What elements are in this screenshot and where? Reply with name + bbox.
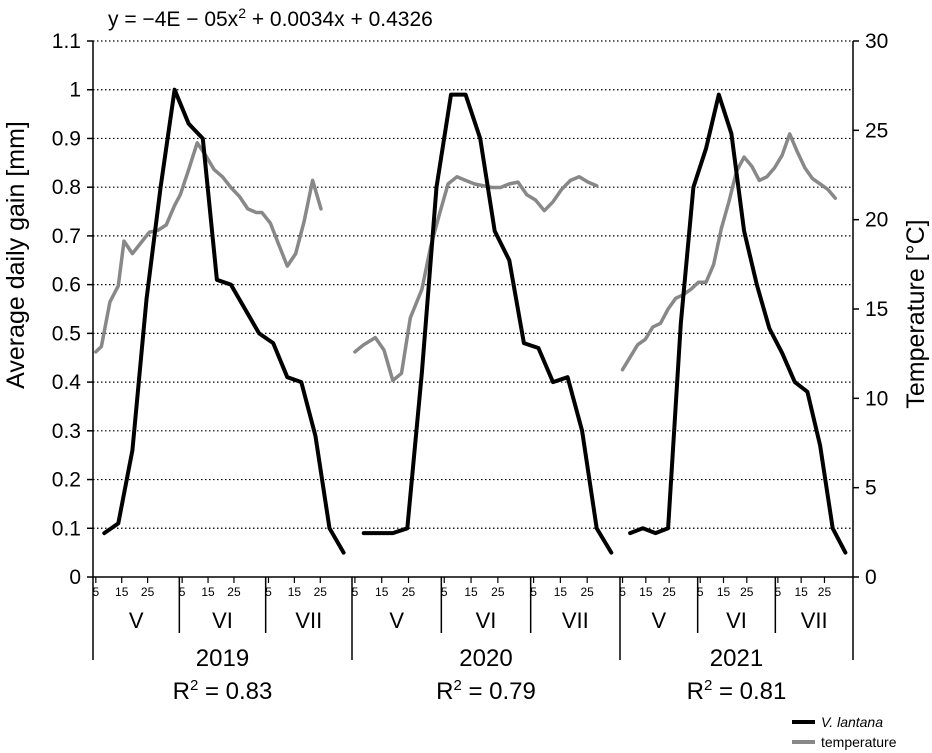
series-line-temperature-2020: [353, 175, 599, 383]
y-right-tick-label: 20: [865, 209, 888, 232]
day-tick-label: 25: [491, 585, 505, 599]
day-tick-label: 5: [352, 585, 359, 599]
day-tick-label: 5: [530, 585, 537, 599]
month-label: VI: [212, 608, 233, 633]
month-label: VII: [295, 608, 322, 633]
series-line-temperature-2019: [94, 141, 323, 354]
day-tick-label: 25: [227, 585, 241, 599]
day-tick-label: 15: [794, 585, 808, 599]
y-left-tick-label: 0.1: [52, 517, 81, 540]
day-tick-label: 5: [619, 585, 626, 599]
y-left-tick-label: 0.4: [52, 371, 82, 394]
y-left-tick-label: 0.5: [52, 322, 81, 345]
month-label: V: [129, 608, 144, 633]
day-tick-label: 5: [441, 585, 448, 599]
day-tick-label: 25: [314, 585, 328, 599]
regression-equation: y = −4E − 05x2 + 0.0034x + 0.4326: [108, 5, 433, 31]
legend: V. lantana temperature: [792, 714, 897, 750]
series-line-v-lantana-2019: [102, 87, 346, 555]
y-axis-left-title: Average daily gain [mm]: [2, 121, 30, 389]
day-tick-label: 15: [201, 585, 215, 599]
y-left-tick-label: 0.9: [52, 127, 81, 150]
year-label: 2021: [710, 645, 763, 672]
y-right-tick-label: 15: [865, 298, 888, 321]
series-line-v-lantana-2020: [361, 92, 614, 555]
year-label: 2020: [459, 645, 512, 672]
y-right-tick-label: 10: [865, 387, 888, 410]
day-tick-label: 5: [179, 585, 186, 599]
day-tick-label: 25: [662, 585, 676, 599]
axis-labels: 00.10.20.30.40.50.60.70.80.911.105101520…: [52, 30, 889, 705]
month-label: VII: [801, 608, 828, 633]
y-left-tick-label: 0.3: [52, 420, 81, 443]
month-label: VI: [726, 608, 747, 633]
y-right-tick-label: 5: [865, 477, 877, 500]
y-left-tick-label: 0.7: [52, 225, 81, 248]
y-left-tick-label: 1: [69, 79, 81, 102]
month-label: VI: [476, 608, 497, 633]
day-tick-label: 25: [740, 585, 754, 599]
y-left-tick-label: 0.8: [52, 176, 81, 199]
gridlines: [93, 40, 853, 529]
day-tick-label: 5: [92, 585, 99, 599]
day-tick-label: 15: [717, 585, 731, 599]
day-tick-label: 25: [818, 585, 832, 599]
day-tick-label: 15: [288, 585, 302, 599]
y-left-tick-label: 0.6: [52, 274, 81, 297]
month-label: V: [389, 608, 404, 633]
day-tick-label: 5: [265, 585, 272, 599]
axes: [87, 40, 859, 660]
y-right-tick-label: 0: [865, 566, 877, 589]
day-tick-label: 5: [775, 585, 782, 599]
r-squared-label: R2 = 0.81: [687, 677, 787, 705]
day-tick-label: 25: [402, 585, 416, 599]
legend-label-temperature: temperature: [821, 734, 897, 750]
series-line-v-lantana-2021: [628, 92, 848, 555]
r-squared-label: R2 = 0.79: [436, 677, 536, 705]
day-tick-label: 15: [375, 585, 389, 599]
y-left-tick-label: 0.2: [52, 469, 81, 492]
y-right-tick-label: 30: [865, 30, 888, 53]
day-tick-label: 15: [639, 585, 653, 599]
plot-series: [94, 87, 848, 555]
day-tick-label: 25: [141, 585, 155, 599]
day-tick-label: 25: [581, 585, 595, 599]
day-tick-label: 15: [115, 585, 129, 599]
year-label: 2019: [196, 645, 249, 672]
month-label: VII: [562, 608, 589, 633]
y-left-tick-label: 1.1: [52, 30, 81, 53]
series-line-temperature-2021: [620, 132, 838, 372]
y-left-tick-label: 0: [69, 566, 81, 589]
month-label: V: [651, 608, 666, 633]
y-right-tick-label: 25: [865, 119, 888, 142]
day-tick-label: 15: [464, 585, 478, 599]
day-tick-label: 5: [697, 585, 704, 599]
legend-label-v-lantana: V. lantana: [821, 714, 883, 730]
r-squared-label: R2 = 0.83: [173, 677, 273, 705]
day-tick-label: 15: [554, 585, 568, 599]
y-axis-right-title: Temperature [°C]: [902, 219, 930, 408]
